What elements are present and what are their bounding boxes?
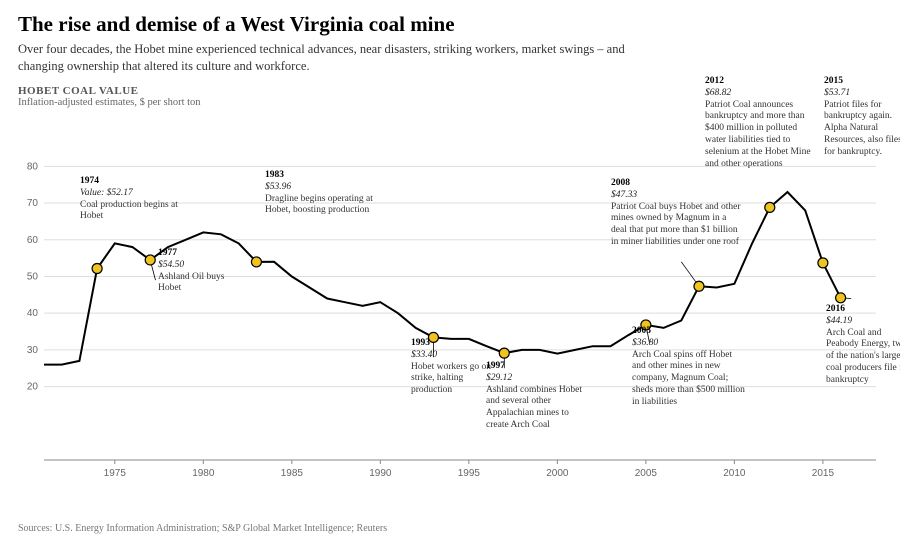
svg-text:80: 80 (27, 161, 39, 172)
svg-text:1990: 1990 (369, 468, 392, 479)
data-marker (836, 293, 846, 303)
svg-text:2015: 2015 (812, 468, 835, 479)
annotation-year: 2012 (705, 76, 820, 88)
annotation-value: $47.33 (611, 190, 741, 202)
annotation-year: 1974 (80, 176, 180, 188)
annotation-text: Coal production begins at Hobet (80, 200, 180, 224)
svg-text:60: 60 (27, 235, 39, 246)
annotation-value: $33.40 (411, 350, 506, 362)
annotation-value: $68.82 (705, 88, 820, 100)
annotation-text: Arch Coal spins off Hobet and other mine… (632, 350, 747, 409)
annotation-1983: 1983$53.96Dragline begins operating at H… (265, 170, 375, 218)
annotation-text: Ashland combines Hobet and several other… (486, 385, 591, 433)
data-marker (145, 255, 155, 265)
annotation-1997: 1997$29.12Ashland combines Hobet and sev… (486, 361, 591, 432)
annotation-year: 2016 (826, 304, 900, 316)
svg-text:70: 70 (27, 198, 39, 209)
svg-text:2000: 2000 (546, 468, 569, 479)
annotation-2016: 2016$44.19Arch Coal and Peabody Energy, … (826, 304, 900, 387)
svg-text:1985: 1985 (281, 468, 304, 479)
svg-text:40: 40 (27, 308, 39, 319)
annotation-1974: 1974Value: $52.17Coal production begins … (80, 176, 180, 224)
annotation-year: 1997 (486, 361, 591, 373)
annotation-year: 1983 (265, 170, 375, 182)
annotation-text: Arch Coal and Peabody Energy, two of the… (826, 328, 900, 387)
annotation-year: 1977 (158, 248, 238, 260)
svg-text:1995: 1995 (458, 468, 481, 479)
svg-text:2010: 2010 (723, 468, 746, 479)
annotation-year: 1993 (411, 338, 506, 350)
annotation-2008: 2008$47.33Patriot Coal buys Hobet and ot… (611, 178, 741, 249)
data-marker (694, 281, 704, 291)
data-marker (818, 258, 828, 268)
svg-text:30: 30 (27, 345, 39, 356)
annotation-text: Patriot Coal announces bankruptcy and mo… (705, 100, 820, 171)
svg-text:2005: 2005 (635, 468, 658, 479)
annotation-2005: 2005$36.80Arch Coal spins off Hobet and … (632, 326, 747, 409)
annotation-value: Value: $52.17 (80, 188, 180, 200)
annotation-year: 2008 (611, 178, 741, 190)
annotation-text: Dragline begins operating at Hobet, boos… (265, 194, 375, 218)
chart-area: 20 30 40 50 60 70 80 1975 1980 1985 1990 1995 2000 20… (18, 108, 882, 488)
data-marker (92, 263, 102, 273)
data-marker (251, 257, 261, 267)
annotation-value: $36.80 (632, 338, 747, 350)
annotation-2015: 2015$53.71Patriot files for bankruptcy a… (824, 76, 900, 159)
sources-text: Sources: U.S. Energy Information Adminis… (18, 523, 387, 534)
annotation-value: $53.71 (824, 88, 900, 100)
annotation-text: Patriot files for bankruptcy again. Alph… (824, 100, 900, 159)
annotation-value: $54.50 (158, 260, 238, 272)
svg-text:20: 20 (27, 381, 39, 392)
annotation-text: Patriot Coal buys Hobet and other mines … (611, 202, 741, 250)
annotation-year: 2005 (632, 326, 747, 338)
annotation-value: $53.96 (265, 182, 375, 194)
annotation-text: Ashland Oil buys Hobet (158, 272, 238, 296)
page-subtitle: Over four decades, the Hobet mine experi… (18, 41, 658, 75)
annotation-year: 2015 (824, 76, 900, 88)
annotation-value: $44.19 (826, 316, 900, 328)
svg-text:1975: 1975 (104, 468, 127, 479)
page-title: The rise and demise of a West Virginia c… (18, 12, 882, 37)
annotation-value: $29.12 (486, 373, 591, 385)
svg-text:50: 50 (27, 271, 39, 282)
svg-text:1980: 1980 (192, 468, 215, 479)
annotation-2012: 2012$68.82Patriot Coal announces bankrup… (705, 76, 820, 171)
annotation-1977: 1977$54.50Ashland Oil buys Hobet (158, 248, 238, 296)
data-marker (765, 202, 775, 212)
